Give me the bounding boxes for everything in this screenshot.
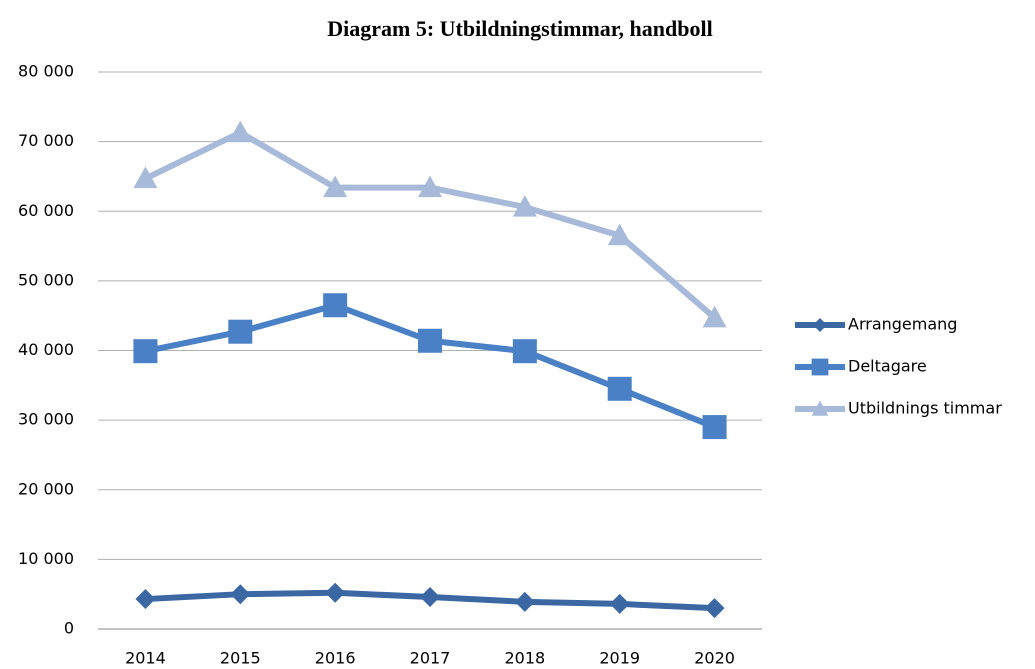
marker: [418, 328, 442, 353]
marker: [323, 175, 348, 198]
y-tick-label: 50 000: [18, 270, 74, 289]
y-tick-label: 10 000: [18, 549, 74, 568]
marker: [514, 591, 535, 612]
marker: [230, 584, 251, 605]
marker: [512, 339, 537, 364]
y-tick-label: 20 000: [18, 479, 74, 498]
marker: [418, 175, 442, 198]
chart-title: Diagram 5: Utbildningstimmar, handboll: [327, 16, 712, 41]
y-tick-label: 60 000: [18, 201, 74, 220]
marker: [607, 376, 632, 401]
marker: [702, 305, 727, 328]
marker: [512, 195, 537, 217]
legend-marker: [811, 400, 829, 416]
legend-marker: [813, 318, 827, 332]
marker: [323, 293, 348, 318]
legend-label: Deltagare: [848, 357, 927, 376]
x-tick-label: 2016: [315, 649, 356, 668]
y-tick-label: 80 000: [18, 62, 74, 81]
y-tick-label: 40 000: [18, 340, 74, 359]
marker: [609, 593, 630, 614]
marker: [704, 598, 725, 619]
marker: [420, 586, 440, 607]
legend-marker: [811, 358, 829, 376]
marker: [325, 582, 346, 603]
y-tick-label: 0: [64, 619, 74, 638]
x-tick-label: 2020: [694, 649, 735, 668]
marker: [702, 415, 727, 440]
marker: [228, 120, 253, 143]
x-tick-label: 2015: [220, 649, 261, 668]
y-tick-label: 30 000: [18, 410, 74, 429]
series-line: [144, 129, 717, 321]
marker: [133, 166, 158, 189]
x-tick-label: 2018: [504, 649, 545, 668]
legend-label: Utbildnings timmar: [848, 399, 1002, 418]
marker: [133, 339, 158, 364]
x-tick-label: 2017: [410, 649, 451, 668]
x-tick-label: 2019: [599, 649, 640, 668]
x-tick-label: 2014: [125, 649, 166, 668]
y-tick-label: 70 000: [18, 131, 74, 150]
marker: [135, 589, 156, 610]
marker: [228, 319, 253, 344]
marker: [607, 223, 632, 246]
legend-label: Arrangemang: [848, 315, 957, 334]
